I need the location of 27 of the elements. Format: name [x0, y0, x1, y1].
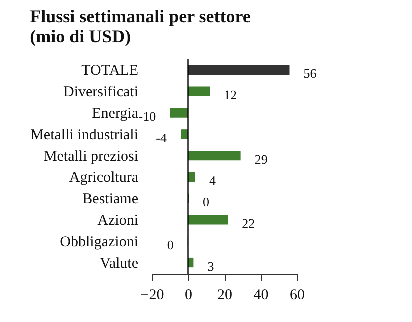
- data-label: 12: [224, 88, 237, 103]
- y-tick-label: Obbligazioni: [60, 234, 138, 250]
- y-tick-label: Diversificati: [64, 84, 138, 101]
- text: (mio di USD): [30, 26, 132, 46]
- y-tick-label: TOTALE: [82, 63, 138, 80]
- x-tick-label: 40: [254, 288, 269, 304]
- y-tick-label: Agricoltura: [69, 170, 139, 186]
- data-label: -4: [156, 130, 168, 146]
- data-label: 4: [210, 173, 216, 188]
- y-tick-label: Metalli preziosi: [44, 148, 138, 165]
- data-label: 0: [202, 194, 210, 210]
- data-label: 3: [208, 258, 214, 274]
- data-label: 29: [254, 152, 268, 167]
- data-label: -10: [138, 109, 156, 124]
- data-label: 22: [242, 216, 256, 231]
- data-label: 56: [304, 66, 318, 82]
- x-tick-label: 20: [218, 288, 232, 304]
- data-label: 0: [167, 237, 174, 252]
- x-tick-label: 0: [185, 288, 192, 304]
- y-tick-label: Valute: [100, 256, 139, 272]
- y-tick-label: Azioni: [98, 212, 138, 229]
- x-tick-label: 60: [290, 288, 305, 304]
- y-tick-label: Energia: [92, 106, 139, 122]
- y-tick-label: Metalli industriali: [30, 127, 138, 144]
- text: Flussi settimanali per settore: [30, 6, 251, 26]
- y-tick-label: Bestiame: [82, 192, 139, 208]
- x-tick-label: −20: [140, 288, 164, 304]
